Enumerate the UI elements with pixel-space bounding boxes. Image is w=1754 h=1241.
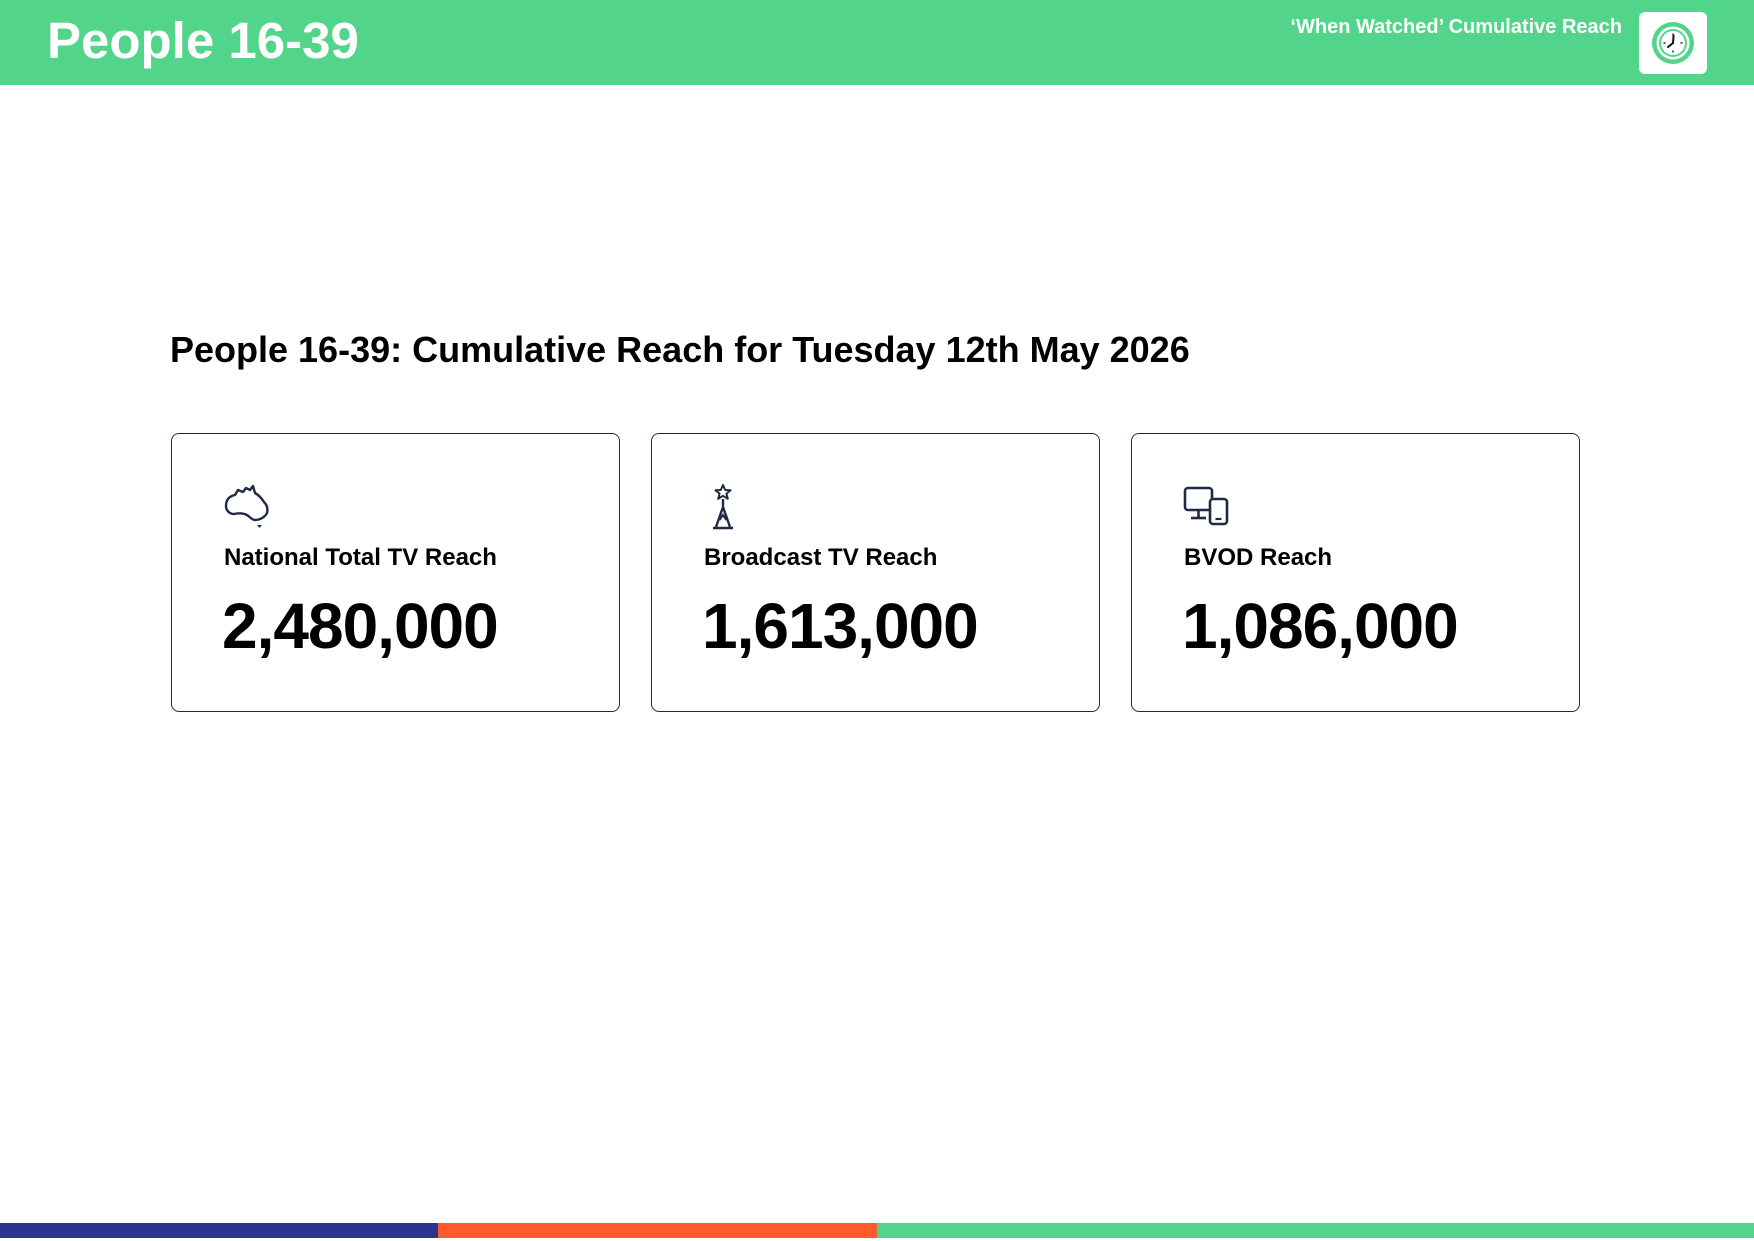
broadcast-tower-icon [713, 484, 733, 530]
broadcast-tv-reach-card: Broadcast TV Reach 1,613,000 [651, 433, 1100, 712]
card-label: National Total TV Reach [224, 544, 497, 571]
card-label: Broadcast TV Reach [704, 544, 938, 571]
footer-bar-green [877, 1223, 1754, 1238]
card-value: 2,480,000 [222, 590, 499, 662]
footer-bar-navy [0, 1223, 438, 1238]
clock-icon [1652, 22, 1694, 64]
report-type-label: ‘When Watched’ Cumulative Reach [1290, 16, 1622, 38]
report-title: People 16-39: Cumulative Reach for Tuesd… [170, 329, 1190, 370]
footer-bar-orange [438, 1223, 877, 1238]
card-label: BVOD Reach [1184, 544, 1333, 571]
page-title: People 16-39 [47, 12, 359, 69]
card-value: 1,613,000 [702, 590, 979, 662]
australia-map-icon [224, 484, 269, 528]
national-total-tv-reach-card: National Total TV Reach 2,480,000 [171, 433, 620, 712]
card-value: 1,086,000 [1182, 590, 1459, 662]
devices-icon [1183, 486, 1229, 526]
logo [1639, 12, 1707, 74]
bvod-reach-card: BVOD Reach 1,086,000 [1131, 433, 1580, 712]
header-bar: People 16-39 ‘When Watched’ Cumulative R… [0, 0, 1754, 85]
